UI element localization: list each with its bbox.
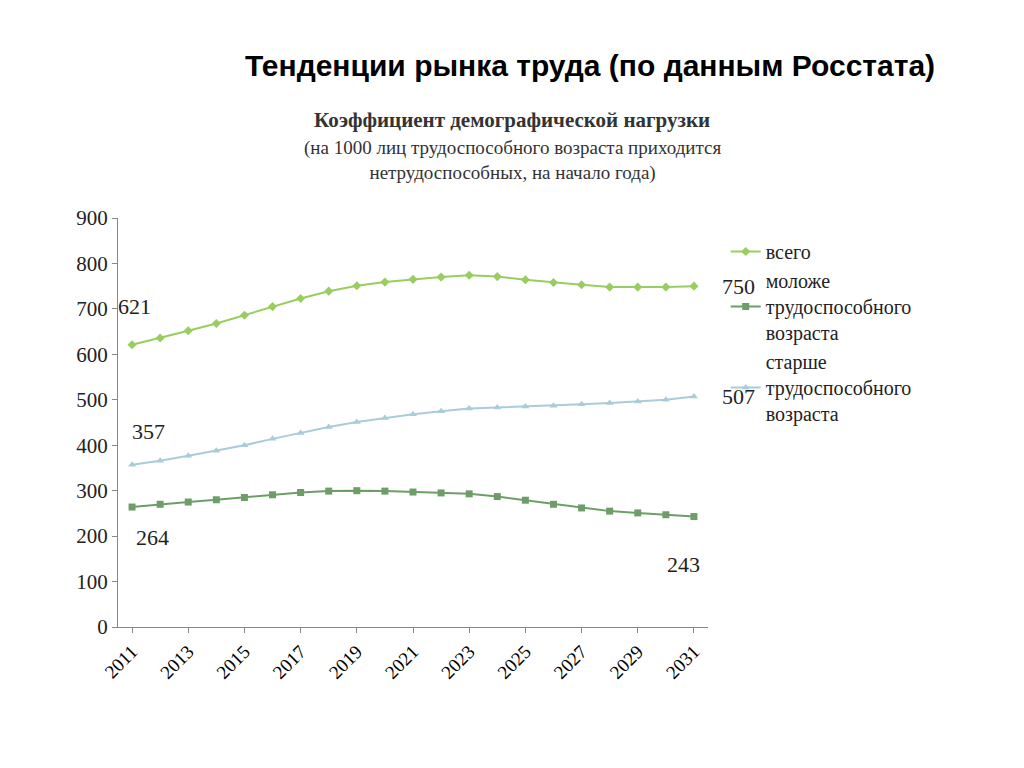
svg-text:2025: 2025 [493,641,535,683]
svg-text:0: 0 [97,615,108,639]
svg-text:Коэффициент демографической на: Коэффициент демографической нагрузки [314,108,710,132]
svg-text:500: 500 [76,388,108,412]
svg-text:600: 600 [76,343,108,367]
svg-text:507: 507 [722,384,755,409]
svg-text:старшетрудоспособноговозраста: старшетрудоспособноговозраста [766,351,912,426]
svg-text:2027: 2027 [549,641,591,683]
svg-text:2023: 2023 [437,641,479,683]
svg-text:2011: 2011 [100,641,141,682]
svg-text:2013: 2013 [156,641,198,683]
svg-text:2031: 2031 [662,641,704,683]
svg-text:2015: 2015 [212,641,254,683]
svg-text:264: 264 [136,525,169,550]
svg-text:700: 700 [76,297,108,321]
svg-text:300: 300 [76,479,108,503]
svg-text:Тенденции рынка труда (по данн: Тенденции рынка труда (по данным Росстат… [245,49,935,82]
svg-text:2017: 2017 [268,641,310,683]
svg-text:моложетрудоспособноговозраста: моложетрудоспособноговозраста [766,270,912,345]
svg-text:2021: 2021 [381,641,423,683]
svg-text:400: 400 [76,434,108,458]
svg-text:750: 750 [722,274,755,299]
svg-text:243: 243 [667,552,700,577]
svg-text:621: 621 [118,294,151,319]
svg-text:357: 357 [132,419,165,444]
svg-text:2019: 2019 [325,641,367,683]
svg-text:800: 800 [76,252,108,276]
svg-text:100: 100 [76,570,108,594]
svg-text:900: 900 [76,206,108,230]
svg-text:200: 200 [76,524,108,548]
svg-text:всего: всего [766,241,811,263]
svg-text:(на 1000 лиц трудоспособного в: (на 1000 лиц трудоспособного возраста пр… [304,137,721,184]
svg-text:2029: 2029 [606,641,648,683]
